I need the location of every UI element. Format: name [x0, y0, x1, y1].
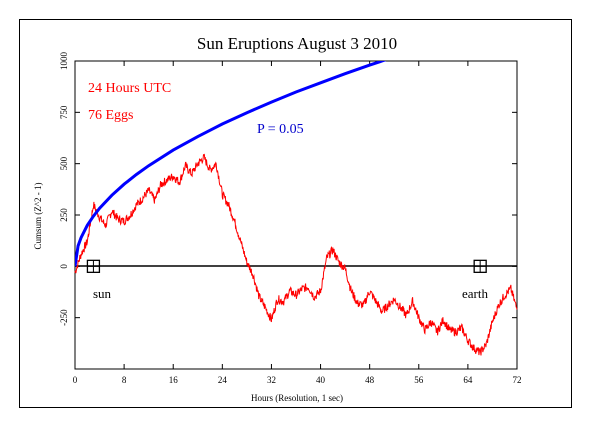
annotation-hours: 24 Hours UTC: [88, 81, 171, 96]
x-tick-label: 32: [267, 375, 276, 385]
annotation-probability: P = 0.05: [257, 122, 304, 137]
y-tick-label: 250: [59, 208, 69, 222]
series-layer: [74, 61, 518, 356]
y-ticks: 1000 750 500 250 0 -250: [59, 52, 517, 326]
x-tick-label: 8: [122, 375, 127, 385]
x-ticks: 0 8 16 24 32 40 48 56 64 72: [73, 61, 522, 385]
x-tick-label: 56: [414, 375, 424, 385]
plot-area: [74, 60, 518, 370]
y-tick-label: 0: [59, 264, 69, 269]
marker-label-earth: earth: [462, 286, 488, 301]
marker-layer: [86, 259, 487, 273]
x-tick-label: 72: [513, 375, 522, 385]
x-tick-label: 48: [365, 375, 375, 385]
x-tick-label: 40: [316, 375, 326, 385]
x-axis-label: Hours (Resolution, 1 sec): [251, 393, 343, 403]
x-tick-label: 0: [73, 375, 78, 385]
y-tick-label: -250: [59, 309, 69, 326]
x-tick-label: 24: [218, 375, 228, 385]
y-tick-label: 750: [59, 105, 69, 119]
annotation-eggs: 76 Eggs: [88, 108, 134, 123]
chart-frame: [19, 19, 572, 408]
chart-title: Sun Eruptions August 3 2010: [197, 34, 397, 53]
y-tick-label: 500: [59, 156, 69, 170]
y-axis-label: Cumsum (Z^2 - 1): [33, 183, 43, 250]
y-tick-label: 1000: [59, 52, 69, 71]
series-line-cumsum: [74, 153, 518, 356]
x-tick-label: 16: [169, 375, 179, 385]
x-tick-label: 64: [463, 375, 473, 385]
series-line-p05: [75, 61, 387, 267]
marker-label-sun: sun: [93, 286, 112, 301]
